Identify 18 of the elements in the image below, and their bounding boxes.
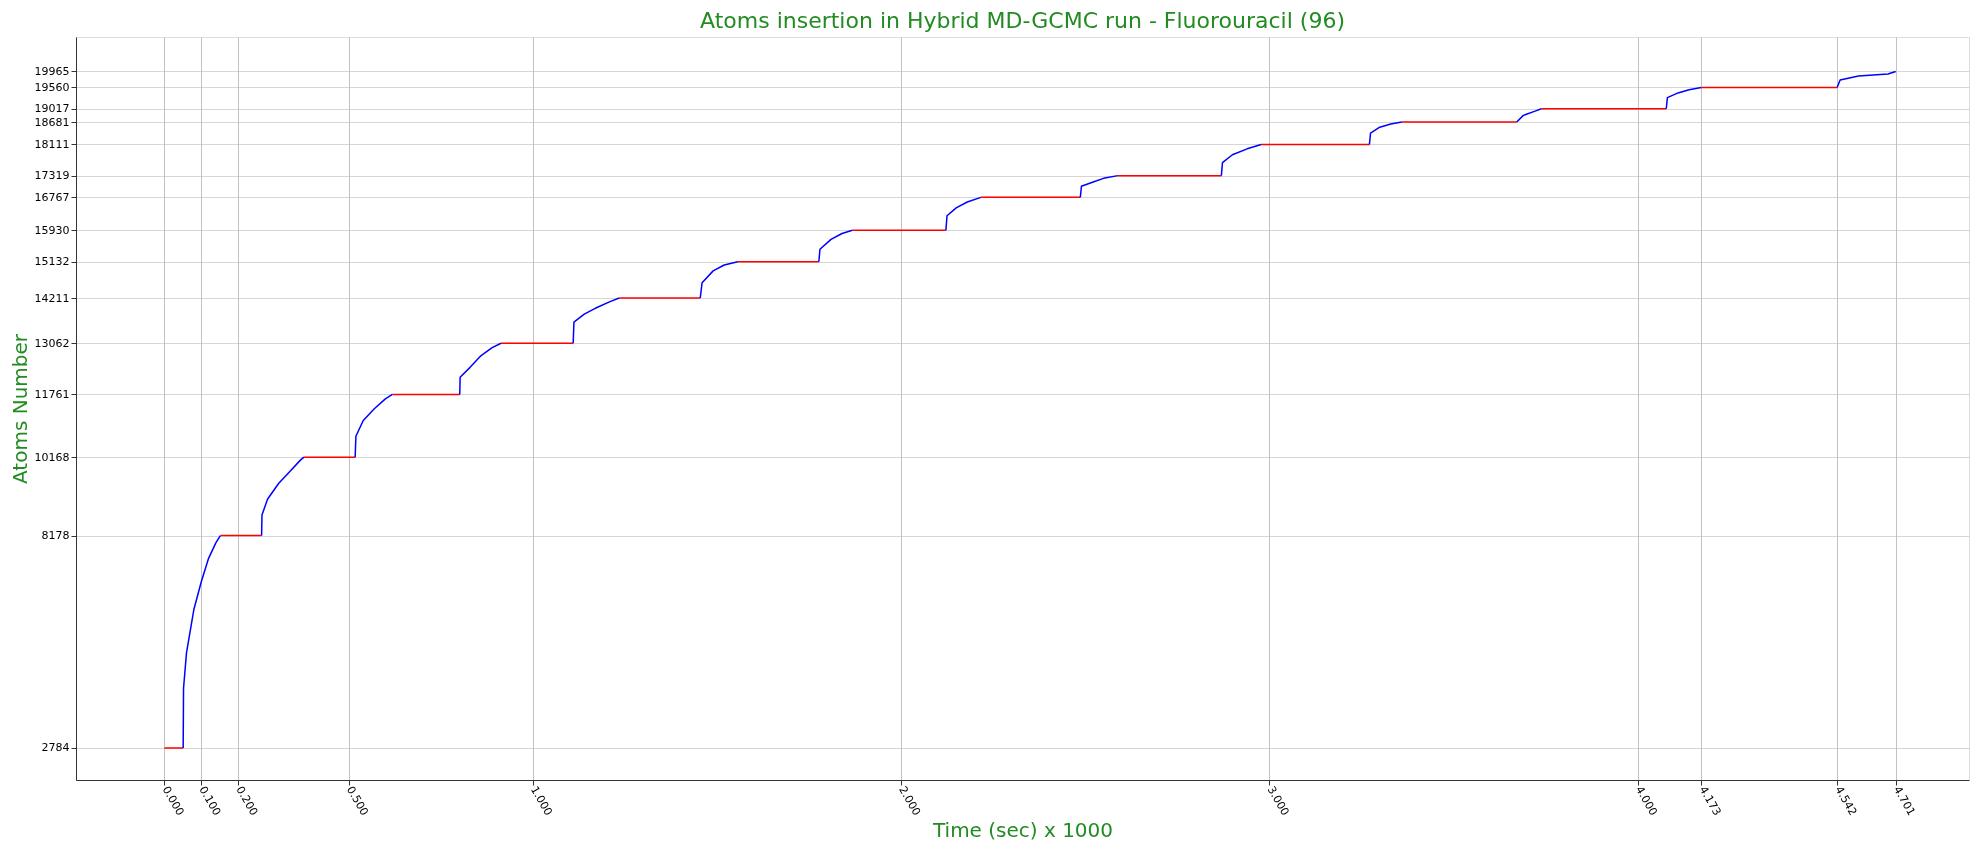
y-tick-label: 13062: [34, 336, 70, 350]
y-tick-label: 16767: [34, 190, 70, 204]
chart-title: Atoms insertion in Hybrid MD-GCMC run - Fluorouracil (96): [700, 8, 1345, 33]
y-tick-label: 19560: [34, 80, 70, 94]
y-axis-title: Atoms Number: [7, 333, 32, 485]
y-tick-label: 18681: [34, 115, 70, 129]
y-tick-label: 11761: [34, 387, 70, 401]
y-tick-label: 10168: [34, 450, 70, 464]
y-tick-label: 15132: [34, 255, 70, 269]
y-tick-label: 17319: [34, 169, 70, 183]
y-tick-label: 15930: [34, 223, 70, 237]
y-tick-label: 18111: [34, 137, 70, 151]
y-tick-label: 2784: [41, 741, 70, 755]
y-tick-label: 19017: [34, 102, 70, 116]
x-axis-title: Time (sec) x 1000: [931, 818, 1114, 843]
y-tick-label: 19965: [34, 64, 70, 78]
y-tick-label: 14211: [34, 291, 70, 305]
y-tick-label: 8178: [41, 529, 70, 543]
